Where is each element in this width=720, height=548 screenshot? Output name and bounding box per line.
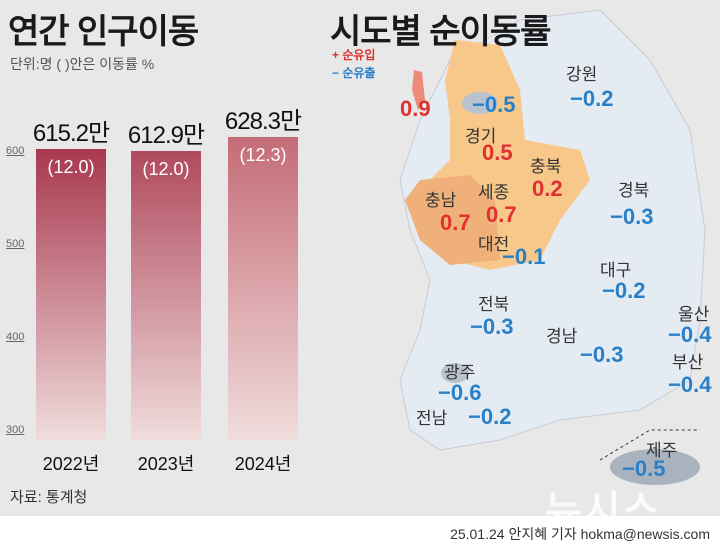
footer	[0, 516, 720, 548]
bar-value-label: 612.9만	[127, 122, 205, 149]
region-value: −0.6	[438, 380, 482, 405]
region-value: −0.3	[580, 342, 624, 367]
y-tick: 300	[6, 424, 25, 436]
region-name: 대전	[478, 235, 510, 254]
jeju-shape	[610, 449, 700, 485]
chart-title: 연간 인구이동	[8, 13, 199, 51]
region-name: 전남	[416, 409, 448, 428]
chungnam-shape	[405, 175, 500, 265]
region-name: 경북	[618, 181, 650, 200]
jeju-divider	[599, 429, 700, 461]
x-tick: 2023년	[137, 454, 195, 474]
gwangju-shape	[441, 363, 469, 383]
region-name: 세종	[478, 183, 510, 202]
region-name: 대구	[600, 261, 632, 280]
region-value: −0.5	[472, 92, 516, 117]
unit-note: 단위:명 ( )안은 이동률 %	[10, 56, 155, 72]
credit: 25.01.24 안지혜 기자 hokma@newsis.com	[450, 526, 710, 542]
bar	[228, 136, 298, 440]
region-value: −0.4	[668, 322, 712, 347]
region-value: −0.2	[468, 404, 512, 429]
region-value: 0.5	[482, 140, 513, 165]
region-name: 광주	[444, 363, 476, 382]
region-name: 울산	[678, 305, 710, 324]
region-name: 부산	[672, 353, 704, 372]
bar-rate-label: (12.0)	[142, 159, 190, 179]
region-value: −0.5	[622, 456, 666, 481]
region-value: −0.2	[602, 278, 646, 303]
y-tick: 400	[6, 331, 25, 343]
region-value: −0.4	[668, 372, 712, 397]
incheon-shape	[412, 70, 425, 110]
region-value: 0.2	[532, 176, 563, 201]
region-name: 경기	[465, 127, 497, 146]
bar-value-label: 628.3만	[224, 107, 302, 135]
bar-rate-label: (12.3)	[239, 144, 287, 165]
legend-outflow: − 순유출	[332, 66, 376, 80]
bar-value-label: 615.2만	[32, 119, 110, 147]
y-tick: 600	[6, 145, 25, 157]
region-value: −0.3	[610, 204, 654, 229]
region-value: −0.3	[470, 314, 514, 339]
region-value: −0.2	[570, 86, 614, 111]
region-name: 충북	[530, 157, 562, 176]
region-name: 충남	[425, 191, 457, 210]
region-name: 제주	[646, 441, 678, 460]
region-value: −0.1	[502, 244, 546, 269]
bar	[131, 151, 201, 440]
bar	[36, 148, 106, 440]
region-value: 0.7	[440, 210, 471, 235]
seoul-shape	[462, 92, 498, 114]
legend-inflow: + 순유입	[332, 48, 376, 62]
x-tick: 2024년	[234, 454, 292, 474]
region-name: 전북	[478, 295, 510, 314]
region-value: 0.9	[400, 96, 431, 121]
x-tick: 2022년	[42, 454, 100, 474]
source: 자료: 통계청	[10, 489, 88, 506]
map-title: 시도별 순이동률	[330, 13, 551, 51]
region-value: 0.7	[486, 202, 517, 227]
region-name: 강원	[566, 65, 598, 84]
bar-rate-label: (12.0)	[47, 156, 95, 177]
y-tick: 500	[6, 238, 25, 250]
region-name: 경남	[546, 327, 578, 346]
